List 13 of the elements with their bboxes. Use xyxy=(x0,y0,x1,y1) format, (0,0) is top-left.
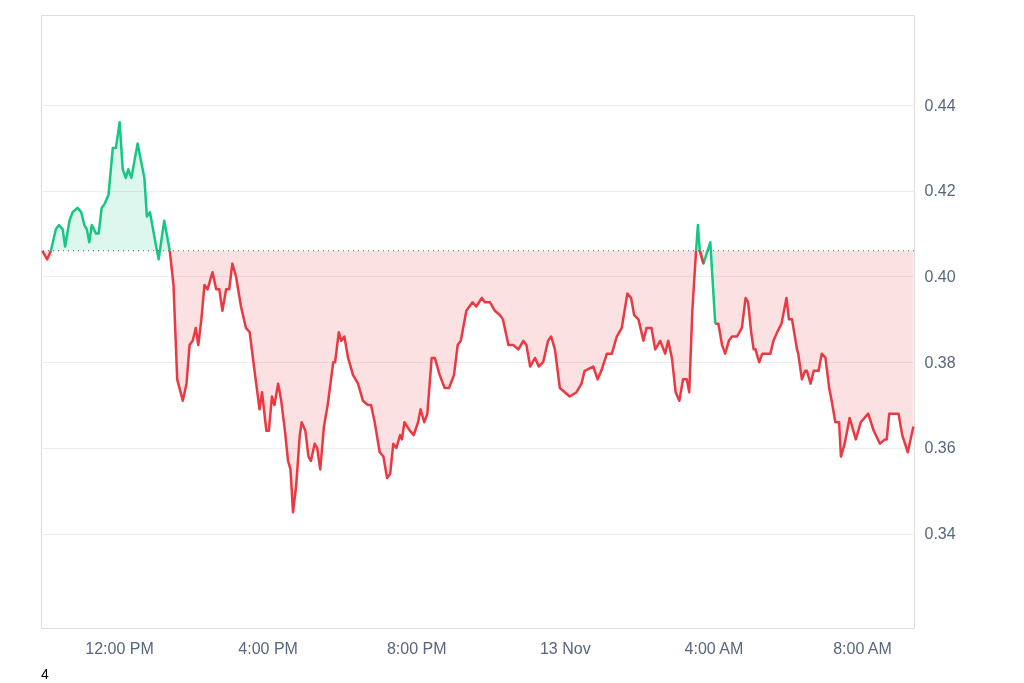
y-tick-label: 0.38 xyxy=(924,353,956,371)
x-tick-label: 12:00 PM xyxy=(85,639,154,657)
y-tick-label: 0.40 xyxy=(924,267,956,285)
text: 4 xyxy=(41,666,49,682)
y-tick-label: 0.42 xyxy=(924,182,956,200)
y-tick-label: 0.36 xyxy=(924,439,956,457)
y-tick-label: 0.44 xyxy=(924,96,956,114)
x-tick-label: 13 Nov xyxy=(539,639,591,657)
x-tick-label: 4:00 AM xyxy=(684,639,744,657)
x-tick-label: 8:00 PM xyxy=(386,639,447,657)
y-tick-label: 0.34 xyxy=(924,525,956,543)
x-tick-label: 8:00 AM xyxy=(833,639,892,657)
x-tick-label: 4:00 PM xyxy=(238,639,298,657)
